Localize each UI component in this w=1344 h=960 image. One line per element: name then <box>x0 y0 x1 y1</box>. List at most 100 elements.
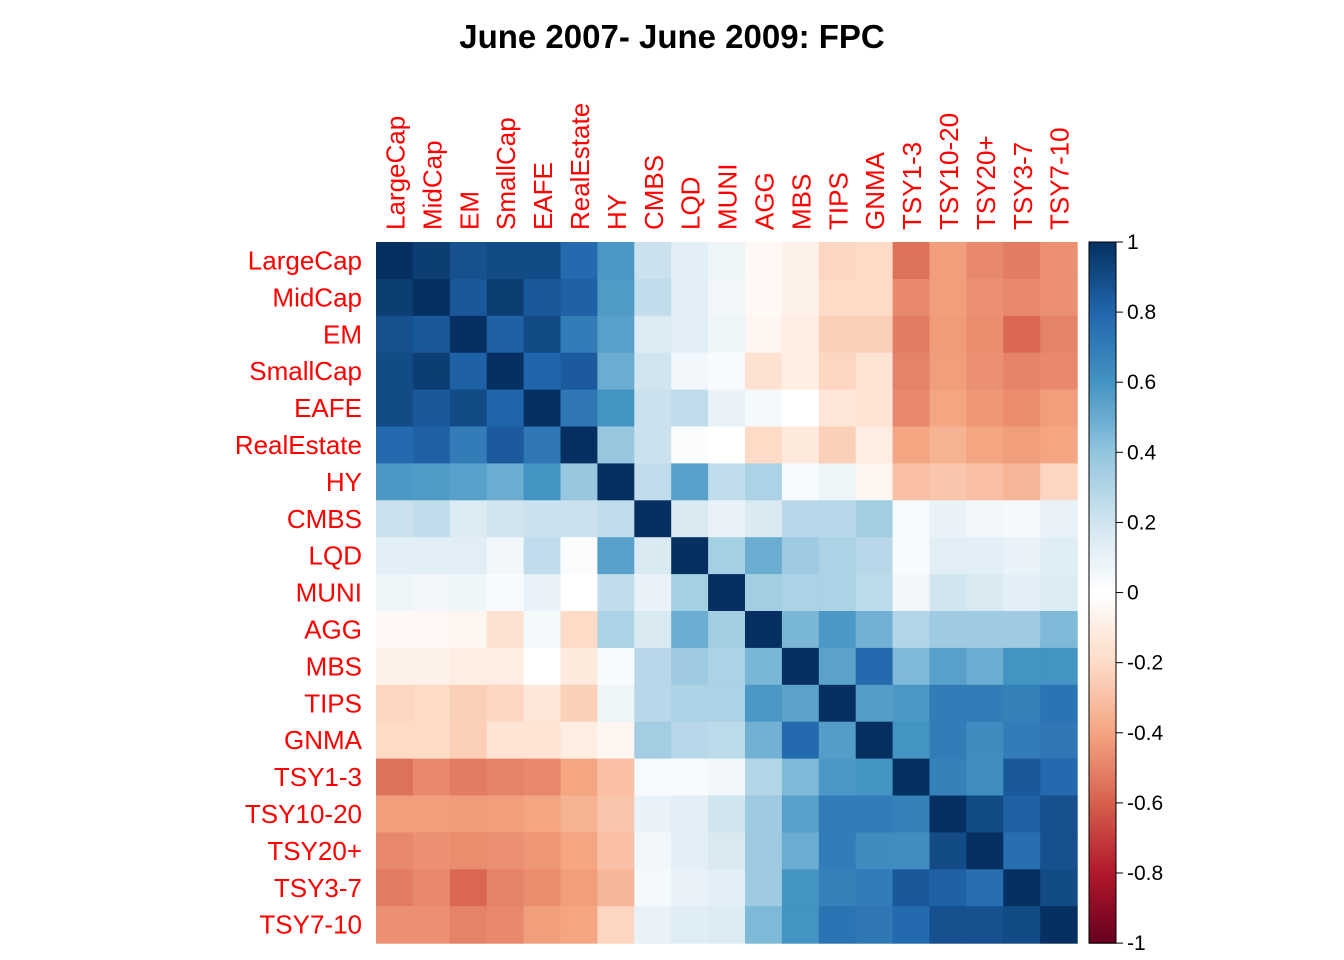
heatmap-cell <box>523 795 562 833</box>
legend-gradient-step <box>1089 553 1116 559</box>
heatmap-cell <box>745 795 783 833</box>
heatmap-cell <box>818 463 857 501</box>
heatmap-cell <box>745 463 783 501</box>
legend-gradient-step <box>1089 557 1116 562</box>
legend-gradient-step <box>1089 876 1116 881</box>
heatmap-cell <box>708 242 746 280</box>
heatmap-cell <box>412 869 451 907</box>
heatmap-cell <box>523 463 562 501</box>
legend-gradient-step <box>1089 259 1116 264</box>
legend-gradient-step <box>1089 284 1116 289</box>
legend-gradient-step <box>1089 680 1116 685</box>
legend-gradient-step <box>1089 771 1116 776</box>
heatmap-cell <box>966 647 1004 686</box>
heatmap-cell <box>1003 463 1041 501</box>
heatmap-cell <box>671 611 709 649</box>
legend-tick-label: 0 <box>1127 582 1139 605</box>
heatmap-cell <box>449 684 488 723</box>
heatmap-cell <box>486 906 525 944</box>
heatmap-cell <box>855 242 894 280</box>
legend-gradient-step <box>1089 357 1116 362</box>
heatmap-cell <box>929 611 967 649</box>
legend-gradient-step <box>1089 322 1116 327</box>
heatmap-cell <box>634 832 672 870</box>
heatmap-cell <box>486 647 525 686</box>
legend-gradient-step <box>1089 420 1116 425</box>
heatmap-cell <box>855 906 894 944</box>
heatmap-cell <box>781 574 820 612</box>
legend-gradient-step <box>1089 925 1116 930</box>
legend-gradient-step <box>1089 578 1116 583</box>
legend-gradient-step <box>1089 901 1116 906</box>
heatmap-cell <box>892 795 931 833</box>
heatmap-cell <box>486 574 525 612</box>
legend-gradient-step <box>1089 522 1116 527</box>
legend-gradient-step <box>1089 410 1116 415</box>
heatmap-cell <box>1040 352 1078 391</box>
column-label: CMBS <box>639 155 669 230</box>
heatmap-cell <box>818 721 857 760</box>
heatmap-cell <box>449 463 488 501</box>
heatmap-cell <box>966 315 1004 354</box>
legend-gradient-step <box>1089 333 1116 338</box>
legend-tick-label: 1 <box>1127 231 1139 254</box>
heatmap-cell <box>929 906 967 944</box>
heatmap-cell <box>966 242 1004 280</box>
heatmap-cell <box>634 574 672 612</box>
heatmap-cell <box>966 574 1004 612</box>
legend-gradient-step <box>1089 799 1116 804</box>
heatmap-cell <box>597 574 635 612</box>
heatmap-cell <box>376 611 414 649</box>
heatmap-cell <box>560 426 598 464</box>
heatmap-cell <box>523 832 562 870</box>
legend-gradient-step <box>1089 389 1116 394</box>
heatmap-cell <box>597 647 635 686</box>
row-label: LQD <box>309 541 362 571</box>
column-label: EAFE <box>528 162 558 230</box>
heatmap-cell <box>818 758 857 797</box>
heatmap-cell <box>708 352 746 391</box>
heatmap-cell <box>966 389 1004 428</box>
heatmap-cell <box>412 242 451 280</box>
legend-gradient-step <box>1089 364 1116 369</box>
heatmap-cell <box>1040 426 1078 464</box>
heatmap-cell <box>449 537 488 575</box>
column-label: MidCap <box>417 140 447 230</box>
legend-gradient-step <box>1089 897 1116 902</box>
heatmap-cell <box>892 242 931 280</box>
legend-gradient-step <box>1089 249 1116 254</box>
legend-gradient-step <box>1089 564 1116 569</box>
heatmap-cell <box>929 500 967 538</box>
heatmap-cell <box>412 537 451 575</box>
legend-gradient-step <box>1089 596 1116 601</box>
heatmap-cell <box>449 426 488 464</box>
heatmap-cell <box>634 906 672 944</box>
heatmap-cell <box>560 611 598 649</box>
heatmap-cell <box>818 500 857 538</box>
heatmap-cell <box>634 426 672 464</box>
legend-gradient-step <box>1089 624 1116 629</box>
heatmap-cell <box>449 574 488 612</box>
row-label: TIPS <box>304 688 362 718</box>
heatmap-cell <box>708 721 746 760</box>
legend-gradient-step <box>1089 823 1116 829</box>
heatmap-cell <box>560 574 598 612</box>
legend-gradient-step <box>1089 336 1116 341</box>
legend-gradient-step <box>1089 711 1116 716</box>
legend-gradient-step <box>1089 753 1116 758</box>
legend-gradient-step <box>1089 476 1116 481</box>
heatmap-cell <box>1040 684 1078 723</box>
heatmap-cell <box>523 242 562 280</box>
legend-gradient-step <box>1089 252 1116 257</box>
heatmap-cell <box>855 611 894 649</box>
heatmap-cell <box>929 242 967 280</box>
heatmap-cell <box>486 611 525 649</box>
legend-gradient-step <box>1089 291 1116 296</box>
heatmap-cell <box>855 721 894 760</box>
heatmap-cell <box>412 684 451 723</box>
heatmap-cell <box>486 758 525 797</box>
column-label: AGG <box>749 172 779 230</box>
legend-gradient-step <box>1089 666 1116 671</box>
heatmap-cell <box>745 242 783 280</box>
legend-gradient-step <box>1089 736 1116 741</box>
